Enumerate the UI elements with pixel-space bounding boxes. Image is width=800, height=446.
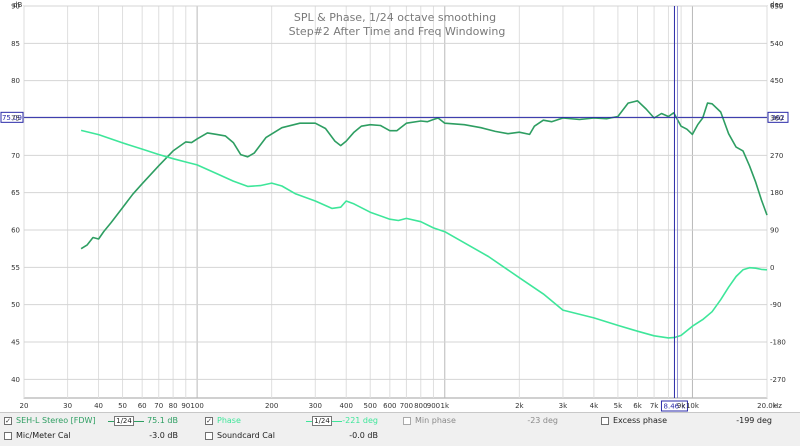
spl-value: 75.1 dB	[147, 416, 178, 425]
phase-value: -221 deg	[342, 416, 378, 425]
x-tick-label: 40	[94, 402, 103, 410]
x-tick-label: 100	[190, 402, 203, 410]
excess-phase-label: Excess phase	[613, 416, 667, 425]
x-tick-label: 800	[414, 402, 427, 410]
cursor-left-readout-box	[0, 111, 24, 123]
tick-layer: 20 30 40 50 60 70 80 90 100 200 300 400 500 600 700 800…	[11, 3, 786, 411]
spl-checkbox[interactable]: ✓	[4, 417, 12, 425]
y-left-tick-label: 65	[11, 189, 20, 197]
y-right-tick-label: 630	[770, 3, 783, 11]
y-left-tick-label: 70	[11, 152, 20, 160]
grid-layer	[23, 5, 768, 398]
mic-cal-checkbox[interactable]	[4, 432, 12, 440]
spl-line-swatch-right	[134, 421, 144, 422]
y-left-tick-label: 75	[11, 115, 20, 123]
x-tick-label: 70	[154, 402, 163, 410]
spl-smoothing-selector[interactable]: 1/24	[114, 416, 134, 426]
x-tick-label: 3k	[559, 402, 568, 410]
series-layer	[80, 100, 768, 339]
x-tick-label: 90	[181, 402, 190, 410]
y-right-tick-label: 360	[770, 115, 783, 123]
x-tick-label: 900	[427, 402, 440, 410]
y-right-tick-label: -180	[770, 339, 786, 347]
phase-line-swatch	[306, 421, 316, 422]
spl-series-line	[80, 100, 768, 250]
y-right-unit: deg	[770, 1, 783, 9]
x-tick-label: 1k	[441, 402, 450, 410]
cursor-frequency-readout-box	[660, 400, 688, 412]
y-right-tick-label: 540	[770, 40, 783, 48]
y-left-tick-label: 90	[11, 3, 20, 11]
chart-title: SPL & Phase, 1/24 octave smoothing	[294, 11, 496, 24]
cursor-left-readout: 75.09	[2, 114, 22, 122]
y-right-tick-label: 180	[770, 189, 783, 197]
soundcard-cal-value: -0.0 dB	[349, 431, 378, 440]
mic-cal-label: Mic/Meter Cal	[16, 431, 71, 440]
x-tick-label: 200	[265, 402, 278, 410]
cursor-layer: 75.09 362 8.46 k	[0, 6, 789, 412]
y-left-unit: dB	[13, 1, 22, 9]
x-tick-label: 30	[63, 402, 72, 410]
legend-panel: ✓ SEH-L Stereo [FDW] 1/24 75.1 dB ✓ Phas…	[0, 412, 800, 446]
chart-subtitle: Step#2 After Time and Freq Windowing	[289, 25, 506, 38]
x-tick-label: 500	[364, 402, 377, 410]
y-right-tick-label: 90	[770, 227, 779, 235]
phase-series-line	[80, 129, 768, 339]
excess-phase-checkbox[interactable]	[601, 417, 609, 425]
y-left-tick-label: 60	[11, 227, 20, 235]
y-right-tick-label: 450	[770, 77, 783, 85]
y-left-tick-label: 85	[11, 40, 20, 48]
phase-smoothing-selector[interactable]: 1/24	[312, 416, 332, 426]
x-tick-label: 700	[400, 402, 413, 410]
mic-cal-value: -3.0 dB	[149, 431, 178, 440]
x-tick-label: 60	[138, 402, 147, 410]
spl-line-swatch	[108, 421, 118, 422]
cursor-right-readout-box	[767, 111, 789, 123]
x-tick-label: 400	[340, 402, 353, 410]
cursor-frequency-readout: 8.46 k	[664, 403, 687, 411]
x-axis-unit: Hz	[773, 402, 782, 410]
y-right-tick-label: 0	[770, 264, 774, 272]
min-phase-label: Min phase	[415, 416, 456, 425]
y-right-tick-label: -270	[770, 376, 786, 384]
soundcard-cal-label: Soundcard Cal	[217, 431, 275, 440]
y-left-tick-label: 80	[11, 77, 20, 85]
x-tick-label: 80	[169, 402, 178, 410]
x-tick-label: 9k	[677, 402, 686, 410]
cursor-right-readout: 362	[771, 114, 784, 122]
x-tick-label: 4k	[590, 402, 599, 410]
excess-phase-value: -199 deg	[736, 416, 772, 425]
spl-label: SEH-L Stereo [FDW]	[16, 416, 96, 425]
phase-line-swatch-right	[332, 421, 342, 422]
x-tick-label: 5k	[614, 402, 623, 410]
plot-area[interactable]	[23, 5, 768, 399]
x-tick-label: 300	[309, 402, 322, 410]
y-left-tick-label: 40	[11, 376, 20, 384]
phase-checkbox[interactable]: ✓	[205, 417, 213, 425]
y-right-tick-label: -90	[770, 301, 781, 309]
y-right-tick-label: 270	[770, 152, 783, 160]
x-tick-label: 6k	[633, 402, 642, 410]
y-left-tick-label: 55	[11, 264, 20, 272]
phase-label: Phase	[217, 416, 241, 425]
x-tick-label: 20	[20, 402, 29, 410]
x-tick-label: 7k	[650, 402, 659, 410]
x-tick-label: 10k	[686, 402, 700, 410]
x-tick-label: 600	[383, 402, 396, 410]
x-tick-label: 2k	[515, 402, 524, 410]
soundcard-cal-checkbox[interactable]	[205, 432, 213, 440]
x-tick-label: 50	[118, 402, 127, 410]
y-left-tick-label: 45	[11, 339, 20, 347]
min-phase-value: -23 deg	[527, 416, 558, 425]
y-left-tick-label: 50	[11, 301, 20, 309]
min-phase-checkbox[interactable]	[403, 417, 411, 425]
x-tick-label: 20.0k	[757, 402, 778, 410]
